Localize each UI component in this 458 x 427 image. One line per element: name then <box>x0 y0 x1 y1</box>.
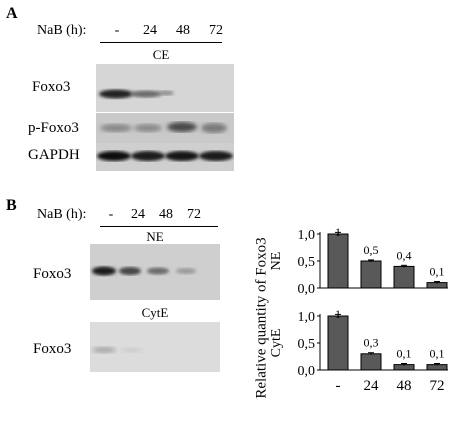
chart-x-tick-label: 24 <box>364 378 380 394</box>
chart-cyte-y-tick-label: 1,0 <box>298 310 316 325</box>
chart-ne-data-label: 0,1 <box>430 265 445 279</box>
chart-ne-data-label: 0,4 <box>397 248 412 262</box>
panel-a-blot-label-gapdh: GAPDH <box>28 147 80 163</box>
chart-cyte-data-label: 1 <box>335 307 341 321</box>
chart-ne-ylabel: NE <box>270 252 284 271</box>
chart-ne-bar <box>360 260 382 289</box>
panel-a-letter: A <box>6 5 18 22</box>
chart-ne-y-tick-label: 1,0 <box>298 228 316 243</box>
chart-cyte-y-tick-label: 0,5 <box>298 337 316 352</box>
chart-cyte-bar <box>327 315 349 371</box>
panel-a-lane-4: 72 <box>209 23 223 38</box>
panel-b-lane-4: 72 <box>187 207 201 222</box>
chart-ne-y-tick-label: 0,5 <box>298 255 316 270</box>
chart-shared-ylabel: Relative quantity of Foxo3 <box>253 237 270 399</box>
panel-a-treatment-label: NaB (h): <box>37 23 87 38</box>
chart-cyte-data-label: 0,1 <box>430 347 445 361</box>
panel-a-fraction-label: CE <box>152 47 170 62</box>
panel-b-lane-2: 24 <box>131 207 145 222</box>
chart-cyte-data-label: 0,3 <box>364 336 379 350</box>
panel-b-blot-cyte <box>90 322 220 372</box>
panel-a-blot-p-foxo3 <box>96 113 234 143</box>
panel-a-blot-gapdh <box>96 143 234 171</box>
chart-x-tick-label: - <box>336 378 341 394</box>
chart-cyte-y-tick-label: 0,0 <box>298 364 316 379</box>
panel-a-lane-2: 24 <box>143 23 157 38</box>
chart-ne-y-tick-label: 0,0 <box>298 282 316 297</box>
panel-b-fraction-ne: NE <box>146 229 164 244</box>
panel-b-treatment-label: NaB (h): <box>37 207 87 222</box>
chart-x-tick-label: 48 <box>397 378 412 394</box>
chart-ne-data-label: 0,5 <box>364 243 379 257</box>
chart-cyte-bar <box>360 353 382 371</box>
panel-a-lane-1: - <box>114 23 120 38</box>
panel-b-blot-label-cyte: Foxo3 <box>33 341 72 357</box>
panel-b-fraction-cyte: CytE <box>141 305 169 320</box>
panel-a-blot-label-foxo3: Foxo3 <box>32 79 71 95</box>
panel-a-blot-foxo3 <box>96 64 234 112</box>
panel-b-lane-underline <box>100 226 218 227</box>
panel-a-lane-underline <box>100 42 222 43</box>
panel-b-lane-3: 48 <box>159 207 173 222</box>
chart-x-tick-label: 72 <box>430 378 445 394</box>
chart-ne-bar <box>327 233 349 289</box>
panel-b-blot-ne <box>90 244 220 300</box>
bar-charts: NE 0,0 0,5 1,0 1 0,5 0,4 0,1 CytE 0,0 0,5 1,0 1 0,3 0,… <box>270 225 448 394</box>
chart-cyte-data-label: 0,1 <box>397 347 412 361</box>
panel-a-blot-label-p-foxo3: p-Foxo3 <box>28 120 79 136</box>
panel-b-blot-label-ne: Foxo3 <box>33 266 72 282</box>
panel-a-lane-3: 48 <box>176 23 190 38</box>
panel-b-lane-1: - <box>108 207 114 222</box>
panel-b-letter: B <box>6 197 17 214</box>
chart-ne-bar <box>393 265 415 289</box>
chart-ne-data-label: 1 <box>335 225 341 239</box>
chart-cyte-ylabel: CytE <box>270 329 284 358</box>
